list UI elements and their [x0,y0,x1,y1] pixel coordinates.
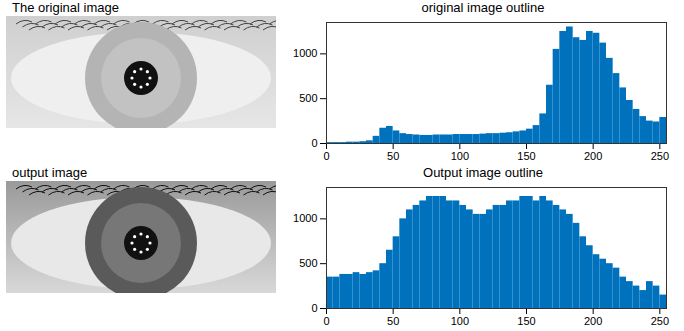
svg-text:1000: 1000 [293,47,317,59]
svg-text:250: 250 [651,150,669,162]
svg-text:1000: 1000 [293,212,317,224]
svg-text:0: 0 [311,302,317,314]
svg-text:0: 0 [323,315,329,327]
svg-text:500: 500 [299,92,317,104]
svg-text:0: 0 [311,137,317,149]
html-text:original image outline: original image outline [421,0,545,15]
svg-text:50: 50 [387,315,399,327]
html-text:The original image: The original image [12,0,119,15]
svg-text:200: 200 [584,315,602,327]
svg-text:0: 0 [323,150,329,162]
svg-text:50: 50 [387,150,399,162]
svg-text:100: 100 [451,315,469,327]
svg-text:100: 100 [451,150,469,162]
svg-text:500: 500 [299,257,317,269]
html-text:output image: output image [12,165,88,180]
svg-text:250: 250 [651,315,669,327]
svg-text:150: 150 [517,150,535,162]
svg-text:150: 150 [517,315,535,327]
svg-text:200: 200 [584,150,602,162]
html-text:Output image outline: Output image outline [423,165,543,180]
